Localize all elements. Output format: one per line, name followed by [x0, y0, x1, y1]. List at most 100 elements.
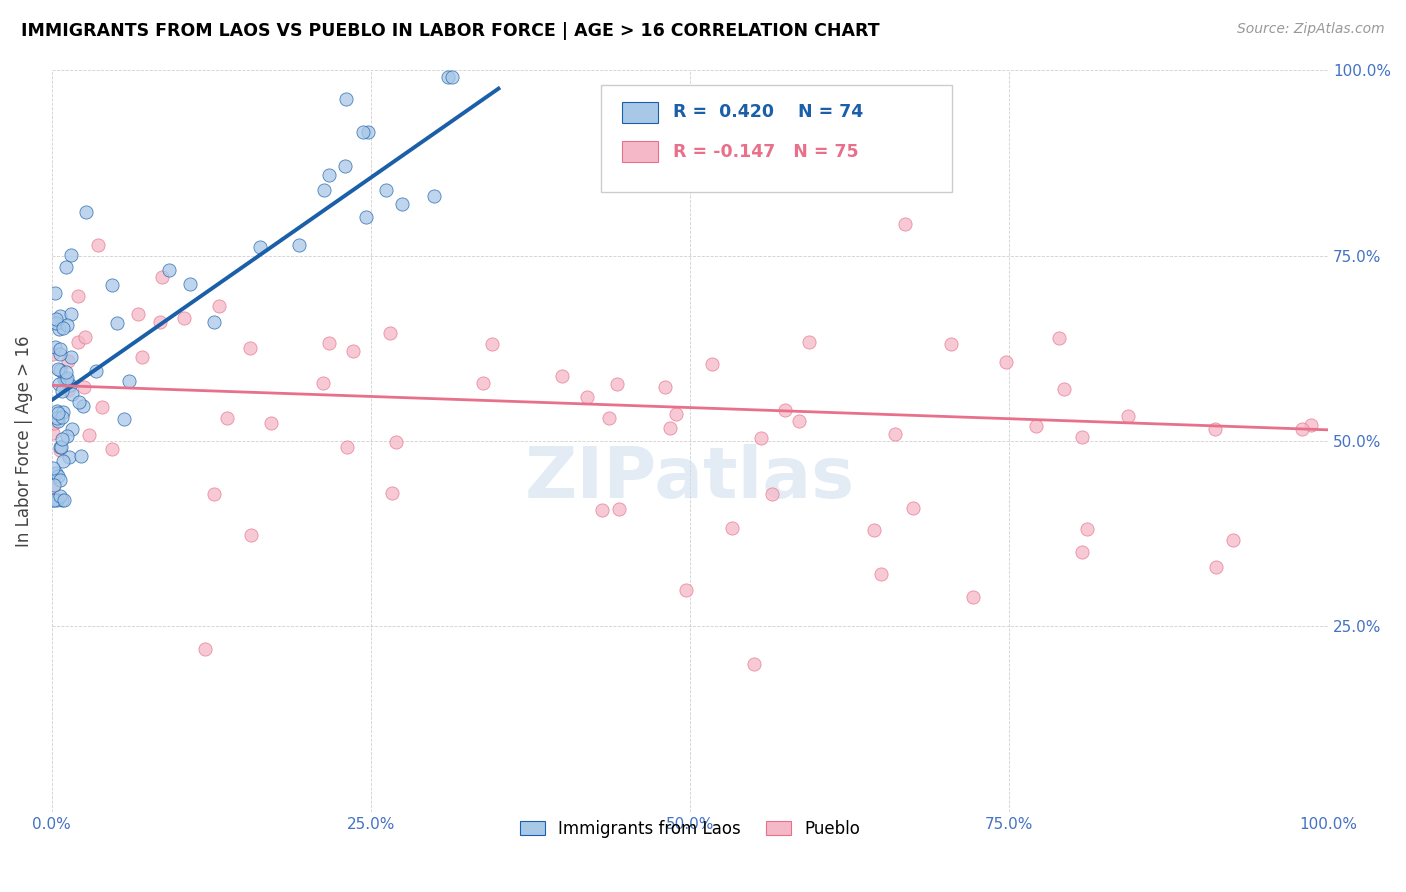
Y-axis label: In Labor Force | Age > 16: In Labor Force | Age > 16 [15, 335, 32, 547]
Point [312, 183, 335, 197]
Point [903, 501, 925, 516]
Point [58, 450, 80, 464]
Point [87, 238, 110, 252]
Point [208, 299, 231, 313]
Point [335, 92, 357, 106]
Point [336, 440, 359, 454]
Point [202, 315, 225, 329]
Point [79, 428, 101, 442]
Point [52, 453, 75, 467]
Point [58, 354, 80, 368]
Point [607, 501, 630, 516]
Point [700, 357, 723, 371]
Point [112, 412, 135, 426]
Point [59, 377, 82, 392]
Point [385, 435, 408, 450]
Point [56, 376, 79, 391]
Point [654, 380, 676, 394]
Point [45, 466, 67, 480]
Point [1291, 422, 1313, 436]
Point [1071, 430, 1094, 444]
Point [67, 335, 90, 350]
Point [342, 343, 364, 358]
Point [48, 442, 70, 457]
Point [60, 350, 83, 364]
Point [259, 416, 281, 430]
Point [994, 355, 1017, 369]
Point [436, 70, 458, 85]
Point [60, 422, 83, 436]
Point [893, 217, 915, 231]
Point [318, 168, 340, 182]
Point [149, 316, 172, 330]
Point [55, 366, 77, 380]
Point [75, 205, 97, 219]
Point [48, 309, 70, 323]
Point [481, 337, 503, 351]
Point [659, 421, 682, 435]
Point [46, 410, 69, 425]
Point [67, 289, 90, 303]
Point [941, 337, 963, 351]
Point [720, 521, 742, 535]
Point [173, 310, 195, 325]
Point [312, 376, 335, 391]
Point [73, 330, 96, 344]
Point [194, 641, 217, 656]
Point [374, 183, 396, 197]
Point [69, 450, 91, 464]
Point [742, 657, 765, 671]
Point [44, 340, 66, 354]
Point [179, 277, 201, 291]
Point [42, 493, 65, 508]
Point [335, 159, 357, 173]
Point [51, 409, 73, 424]
Point [46, 406, 69, 420]
Point [761, 486, 783, 500]
Point [378, 326, 401, 340]
Point [72, 399, 94, 413]
Point [46, 469, 69, 483]
Point [105, 316, 128, 330]
Point [749, 431, 772, 445]
FancyBboxPatch shape [600, 85, 952, 193]
Point [217, 411, 239, 425]
Point [870, 567, 893, 582]
Bar [623, 141, 658, 162]
Point [1047, 331, 1070, 345]
Point [49, 363, 72, 377]
Point [48, 322, 70, 336]
Point [42, 460, 65, 475]
Point [1071, 545, 1094, 559]
Point [101, 442, 124, 457]
Point [357, 125, 380, 139]
Point [157, 263, 180, 277]
Point [73, 380, 96, 394]
Point [49, 347, 72, 361]
Point [91, 400, 114, 414]
Point [598, 411, 620, 425]
Point [42, 493, 65, 508]
Point [46, 362, 69, 376]
Point [423, 189, 446, 203]
Point [318, 336, 340, 351]
Text: Source: ZipAtlas.com: Source: ZipAtlas.com [1237, 22, 1385, 37]
Point [551, 369, 574, 384]
Point [773, 402, 796, 417]
Point [46, 414, 69, 428]
Point [42, 426, 65, 441]
Point [1205, 560, 1227, 574]
Point [962, 590, 984, 604]
Point [101, 277, 124, 292]
Point [51, 384, 73, 398]
Point [49, 343, 72, 357]
Point [150, 270, 173, 285]
Point [44, 286, 66, 301]
Point [52, 493, 75, 508]
Point [249, 240, 271, 254]
Point [56, 383, 79, 397]
Point [576, 390, 599, 404]
Point [472, 376, 495, 390]
Point [67, 395, 90, 409]
Point [60, 307, 83, 321]
